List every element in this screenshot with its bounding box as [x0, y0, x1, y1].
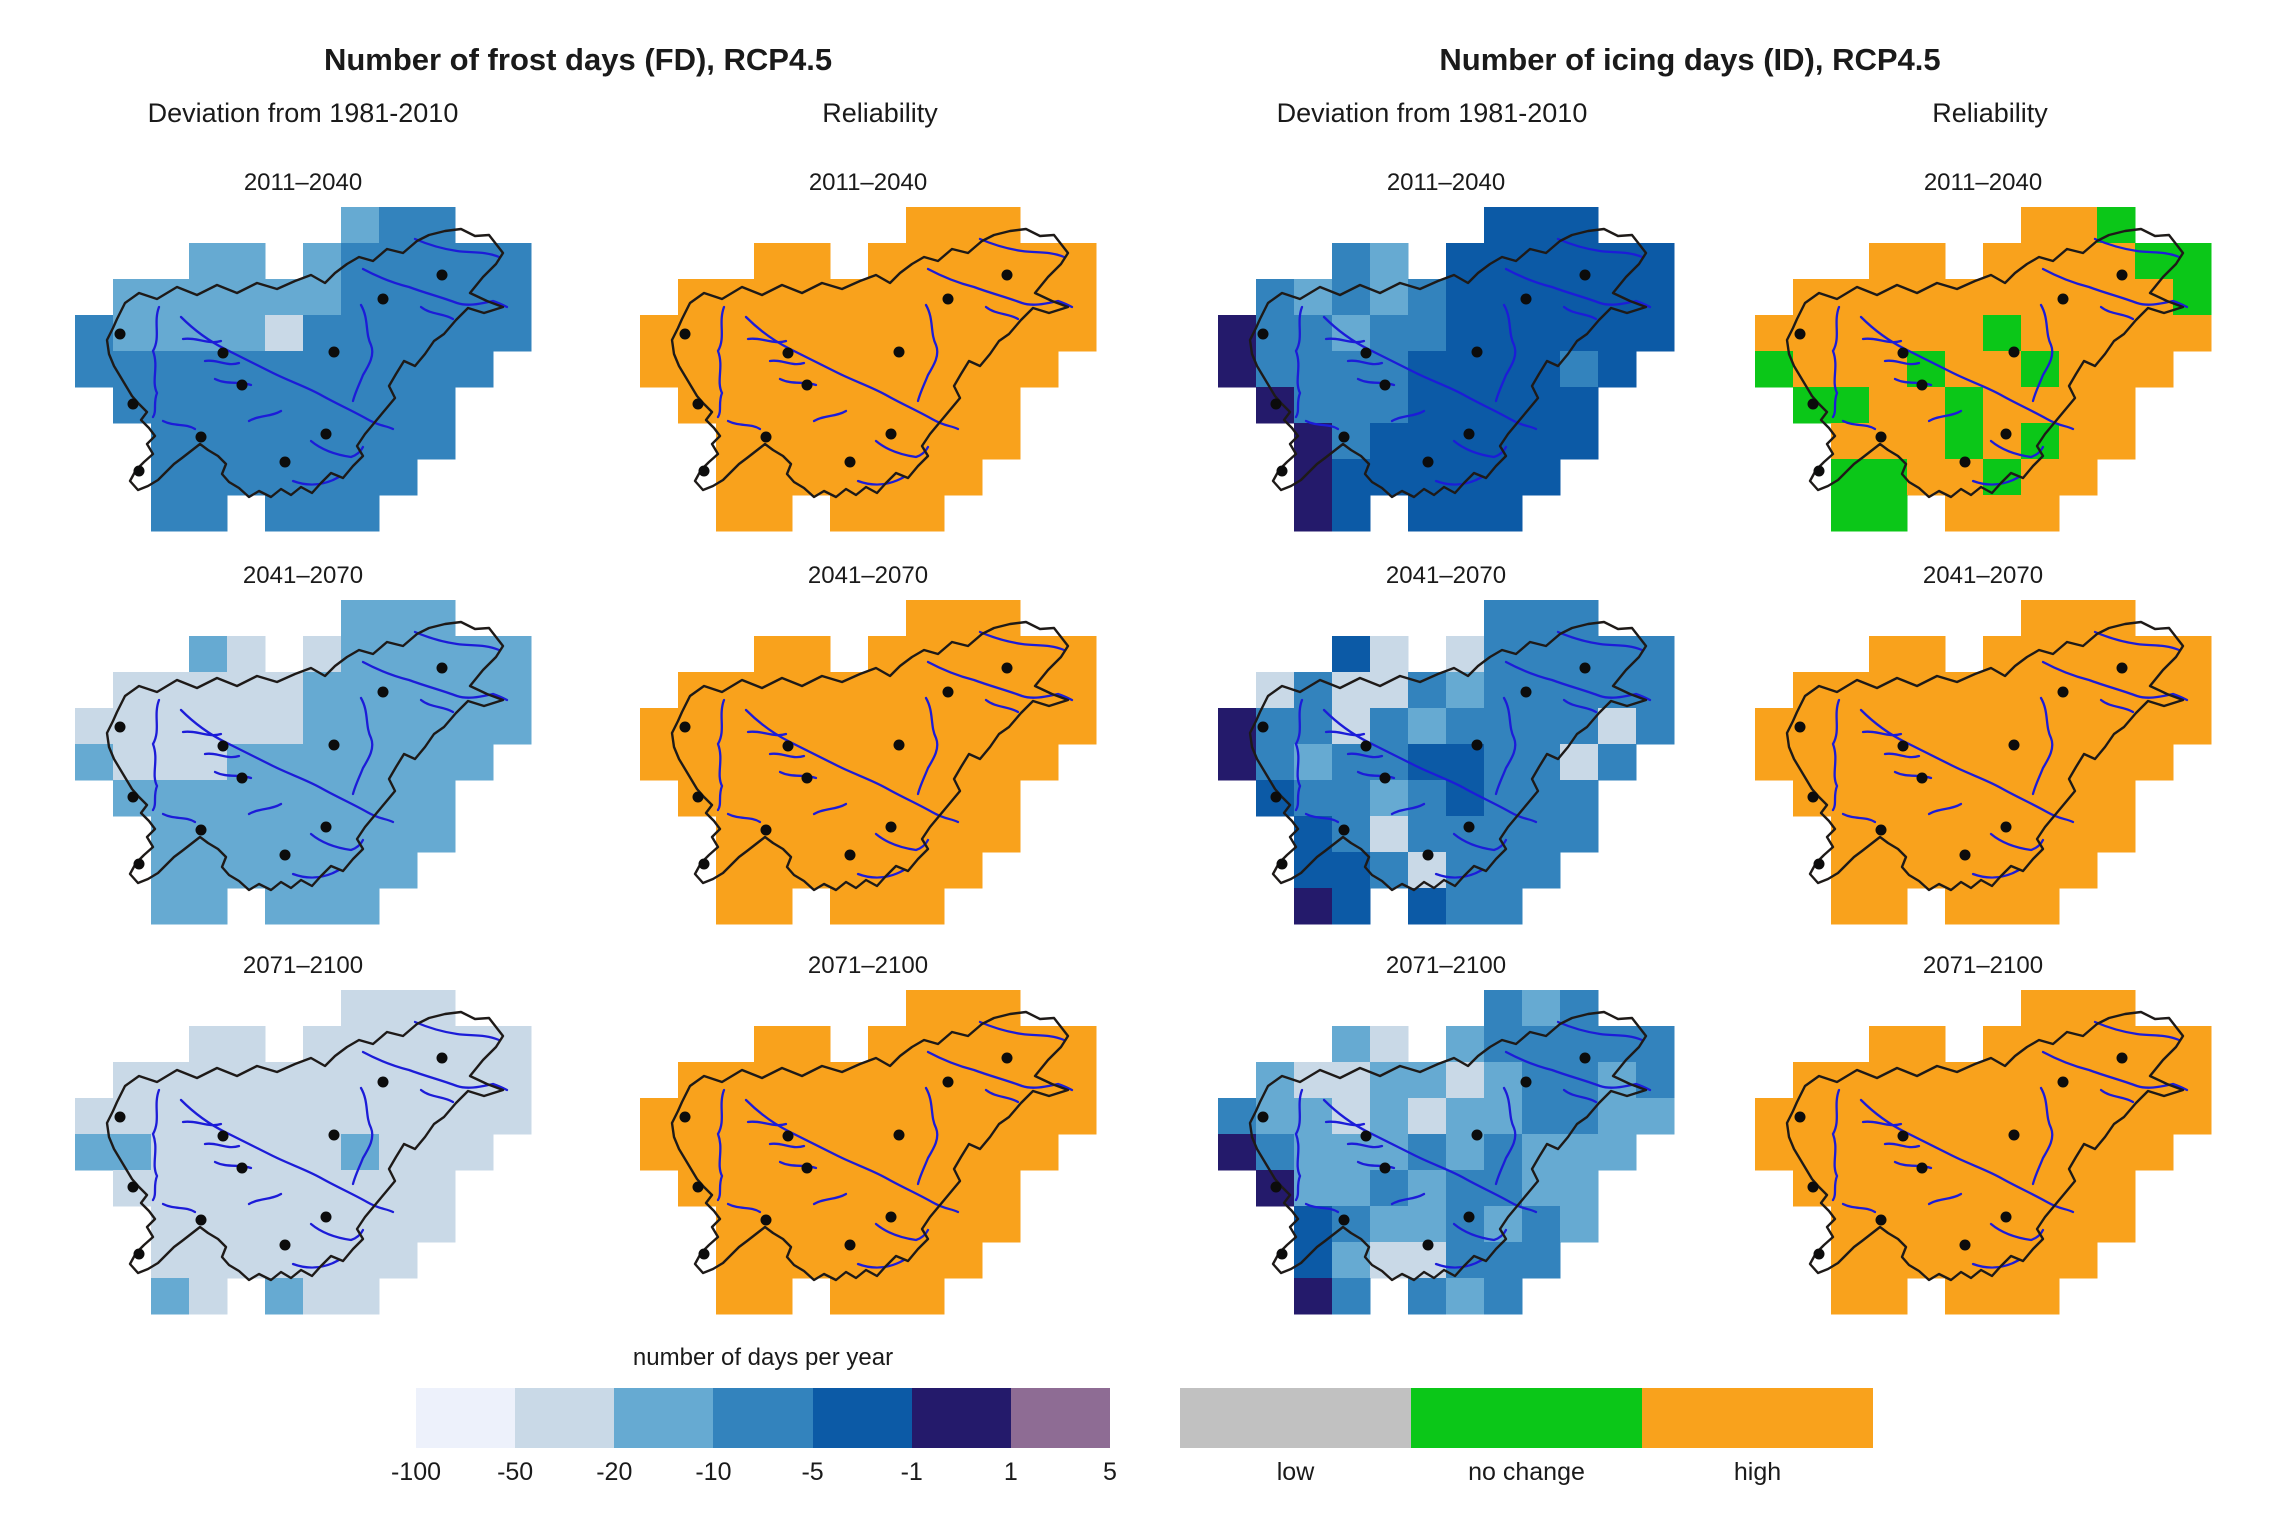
- city-dots: [1794, 1052, 2128, 1260]
- period-label: 2011–2040: [808, 169, 928, 196]
- grid-cells: [640, 600, 1097, 925]
- reliability-legend-label: high: [1733, 1458, 1782, 1486]
- slovenia-border: [670, 227, 1070, 499]
- days-legend-tick: -10: [695, 1458, 732, 1486]
- id-group-title: Number of icing days (ID), RCP4.5: [1439, 42, 1941, 77]
- slovenia-border: [105, 1010, 505, 1282]
- period-label: 2011–2040: [243, 169, 363, 196]
- reliability-legend-color-block: [1180, 1388, 1411, 1448]
- days-legend-tick: -1: [900, 1458, 923, 1486]
- days-legend-tick: -100: [390, 1458, 442, 1486]
- grid-cells: [1218, 990, 1675, 1315]
- map-id-deviation-2011-2040: [1218, 207, 1675, 532]
- rivers: [1831, 630, 2189, 879]
- map-id-reliability-2011-2040: [1755, 207, 2212, 532]
- days-legend-title: number of days per year: [632, 1344, 894, 1371]
- slovenia-border: [105, 227, 505, 499]
- grid-cells: [1755, 600, 2212, 925]
- slovenia-border: [1248, 227, 1648, 499]
- rivers: [1294, 630, 1652, 879]
- map-id-deviation-2041-2070: [1218, 600, 1675, 925]
- map-id-deviation-2071-2100: [1218, 990, 1675, 1315]
- city-dots: [114, 269, 448, 477]
- reliability-legend-color-block: [1642, 1388, 1873, 1448]
- period-label: 2041–2070: [242, 562, 364, 589]
- slovenia-border: [105, 620, 505, 892]
- days-legend-color-block: [1010, 1388, 1110, 1448]
- map-fd-deviation-2041-2070: [75, 600, 532, 925]
- city-dots: [1257, 1052, 1591, 1260]
- reliability-legend-label: no change: [1468, 1458, 1585, 1486]
- slovenia-border: [1785, 620, 2185, 892]
- slovenia-border: [1248, 1010, 1648, 1282]
- days-legend-tick: -20: [596, 1458, 633, 1486]
- id-reliability-column-header: Reliability: [1932, 98, 2048, 128]
- fd-deviation-column-header: Deviation from 1981-2010: [147, 98, 459, 128]
- days-legend-colorbar: [416, 1388, 1110, 1448]
- city-dots: [1257, 269, 1591, 477]
- grid-cells: [1755, 990, 2212, 1315]
- rivers: [716, 237, 1074, 486]
- days-legend-tick: 5: [1103, 1458, 1117, 1486]
- days-legend-tick: -50: [497, 1458, 534, 1486]
- city-dots: [1794, 269, 2128, 477]
- city-dots: [114, 662, 448, 870]
- rivers: [716, 1020, 1074, 1269]
- rivers: [1294, 237, 1652, 486]
- period-label: 2071–2100: [242, 952, 364, 979]
- map-fd-deviation-2071-2100: [75, 990, 532, 1315]
- rivers: [151, 630, 509, 879]
- period-label: 2071–2100: [1922, 952, 2044, 979]
- grid-cells: [75, 600, 532, 925]
- days-legend-color-block: [812, 1388, 912, 1448]
- city-dots: [679, 1052, 1013, 1260]
- days-legend-color-block: [416, 1388, 516, 1448]
- period-label: 2011–2040: [1923, 169, 2043, 196]
- slovenia-border: [1248, 620, 1648, 892]
- slovenia-border: [1785, 227, 2185, 499]
- map-id-reliability-2041-2070: [1755, 600, 2212, 925]
- map-fd-reliability-2071-2100: [640, 990, 1097, 1315]
- days-legend-color-block: [614, 1388, 714, 1448]
- rivers: [1294, 1020, 1652, 1269]
- map-fd-reliability-2011-2040: [640, 207, 1097, 532]
- days-legend-tick: 1: [1003, 1458, 1018, 1486]
- city-dots: [1257, 662, 1591, 870]
- period-label: 2071–2100: [1385, 952, 1507, 979]
- period-label: 2041–2070: [807, 562, 929, 589]
- slovenia-border: [670, 1010, 1070, 1282]
- reliability-legend-color-block: [1411, 1388, 1642, 1448]
- city-dots: [1794, 662, 2128, 870]
- period-label: 2071–2100: [807, 952, 929, 979]
- reliability-legend-label: low: [1276, 1458, 1315, 1486]
- slovenia-border: [1785, 1010, 2185, 1282]
- reliability-legend-colorbar: [1180, 1388, 1873, 1448]
- days-legend-color-block: [911, 1388, 1011, 1448]
- grid-cells: [75, 207, 532, 532]
- map-fd-deviation-2011-2040: [75, 207, 532, 532]
- grid-cells: [1218, 207, 1675, 532]
- period-label: 2041–2070: [1922, 562, 2044, 589]
- map-id-reliability-2071-2100: [1755, 990, 2212, 1315]
- fd-group-title: Number of frost days (FD), RCP4.5: [323, 42, 833, 77]
- days-legend-color-block: [515, 1388, 615, 1448]
- days-legend-color-block: [713, 1388, 813, 1448]
- period-label: 2011–2040: [1386, 169, 1506, 196]
- days-legend-tick: -5: [801, 1458, 824, 1486]
- fd-reliability-column-header: Reliability: [822, 98, 938, 128]
- period-label: 2041–2070: [1385, 562, 1507, 589]
- rivers: [716, 630, 1074, 879]
- city-dots: [679, 269, 1013, 477]
- id-deviation-column-header: Deviation from 1981-2010: [1276, 98, 1588, 128]
- city-dots: [679, 662, 1013, 870]
- grid-cells: [1755, 207, 2212, 532]
- city-dots: [114, 1052, 448, 1260]
- map-fd-reliability-2041-2070: [640, 600, 1097, 925]
- rivers: [151, 237, 509, 486]
- rivers: [1831, 1020, 2189, 1269]
- slovenia-border: [670, 620, 1070, 892]
